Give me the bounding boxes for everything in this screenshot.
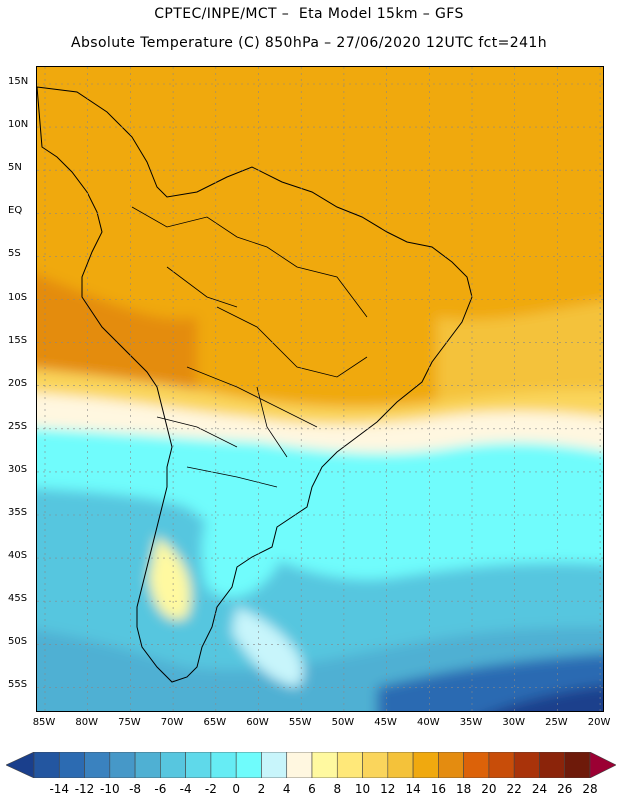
- lat-label: 20S: [8, 377, 28, 389]
- colorbar-tick-label: 16: [430, 782, 446, 796]
- colorbar-swatch: [160, 751, 186, 779]
- lat-label: 15N: [8, 76, 29, 87]
- lon-label: 30W: [502, 717, 525, 728]
- lat-label: EQ: [8, 205, 23, 217]
- colorbar-max-arrow: [589, 751, 617, 779]
- lon-label: 45W: [374, 717, 397, 728]
- lon-label: 55W: [288, 717, 312, 728]
- lat-label: 50S: [8, 636, 28, 648]
- lat-lon-grid: [37, 67, 603, 711]
- lon-label: 65W: [203, 717, 227, 728]
- chart-title: CPTEC/INPE/MCT – Eta Model 15km – GFS: [154, 6, 464, 22]
- colorbar-tick-label: -2: [204, 782, 217, 796]
- colorbar-tick-label: 12: [380, 782, 396, 796]
- colorbar-tick-label: 24: [531, 782, 548, 796]
- colorbar-tick-label: 8: [333, 782, 342, 796]
- lat-label: 10N: [8, 119, 29, 131]
- colorbar-swatch: [58, 751, 85, 779]
- lon-label: 25W: [545, 717, 568, 728]
- lon-label: 70W: [160, 717, 184, 728]
- lat-label: 5N: [8, 162, 22, 174]
- colorbar-tick-label: 10: [354, 782, 371, 796]
- lat-label: 5S: [8, 248, 21, 260]
- colorbar-tick-label: 28: [582, 782, 598, 796]
- colorbar-tick-label: 2: [257, 782, 266, 796]
- lat-label: 25S: [8, 420, 28, 432]
- colorbar-swatch: [336, 751, 363, 779]
- colorbar-tick-label: 14: [405, 782, 421, 796]
- country-borders: [131, 206, 368, 488]
- colorbar-swatch: [362, 751, 389, 779]
- colorbar-tick-label: 20: [481, 782, 497, 796]
- colorbar-tick-label: -8: [129, 782, 142, 796]
- lon-label: 85W: [32, 717, 56, 728]
- lat-label: 30S: [8, 463, 28, 475]
- colorbar-swatch: [387, 751, 414, 779]
- colorbar-tick-label: -6: [154, 782, 167, 796]
- colorbar-swatch: [412, 751, 439, 779]
- chart-subtitle: Absolute Temperature (C) 850hPa – 27/06/…: [70, 35, 547, 51]
- colorbar-swatch: [513, 751, 540, 779]
- temperature-map: [36, 66, 604, 712]
- lon-label: 20W: [587, 717, 611, 728]
- colorbar-swatch: [235, 751, 262, 779]
- colorbar: [5, 751, 617, 779]
- colorbar-swatch: [185, 751, 212, 779]
- lat-label: 15S: [8, 334, 28, 346]
- colorbar-tick-label: 0: [232, 782, 240, 796]
- lon-label: 75W: [118, 717, 141, 728]
- lat-label: 45S: [8, 593, 28, 605]
- lon-label: 40W: [416, 717, 440, 728]
- colorbar-swatch: [210, 751, 237, 779]
- colorbar-swatch: [134, 751, 161, 779]
- lon-label: 50W: [331, 717, 355, 728]
- colorbar-swatch: [286, 751, 313, 779]
- colorbar-swatch: [311, 751, 338, 779]
- colorbar-tick-label: -4: [179, 782, 192, 796]
- colorbar-swatch: [564, 751, 591, 779]
- colorbar-swatch: [84, 751, 111, 779]
- colorbar-swatch: [438, 751, 464, 779]
- colorbar-tick-label: 26: [557, 782, 573, 796]
- colorbar-swatch: [109, 751, 136, 779]
- colorbar-swatch: [261, 751, 288, 779]
- lon-label: 80W: [75, 717, 98, 728]
- colorbar-tick-label: -14: [49, 782, 70, 796]
- colorbar-swatch: [463, 751, 490, 779]
- colorbar-min-arrow: [5, 751, 35, 779]
- lat-label: 40S: [8, 550, 28, 562]
- colorbar-tick-label: -12: [74, 782, 95, 796]
- colorbar-tick-label: 4: [282, 782, 291, 796]
- colorbar-swatch: [33, 751, 60, 779]
- colorbar-swatch: [539, 751, 566, 779]
- colorbar-tick-label: 6: [308, 782, 316, 796]
- lon-label: 60W: [246, 717, 269, 728]
- colorbar-tick-label: 18: [455, 782, 472, 796]
- coastline: [37, 86, 473, 683]
- colorbar-swatch: [488, 751, 515, 779]
- lat-label: 35S: [8, 507, 28, 518]
- lat-label: 10S: [8, 291, 28, 303]
- colorbar-tick-label: 22: [506, 782, 522, 796]
- lon-label: 35W: [459, 717, 483, 728]
- colorbar-tick-label: -10: [100, 782, 120, 796]
- lat-label: 55S: [8, 679, 28, 691]
